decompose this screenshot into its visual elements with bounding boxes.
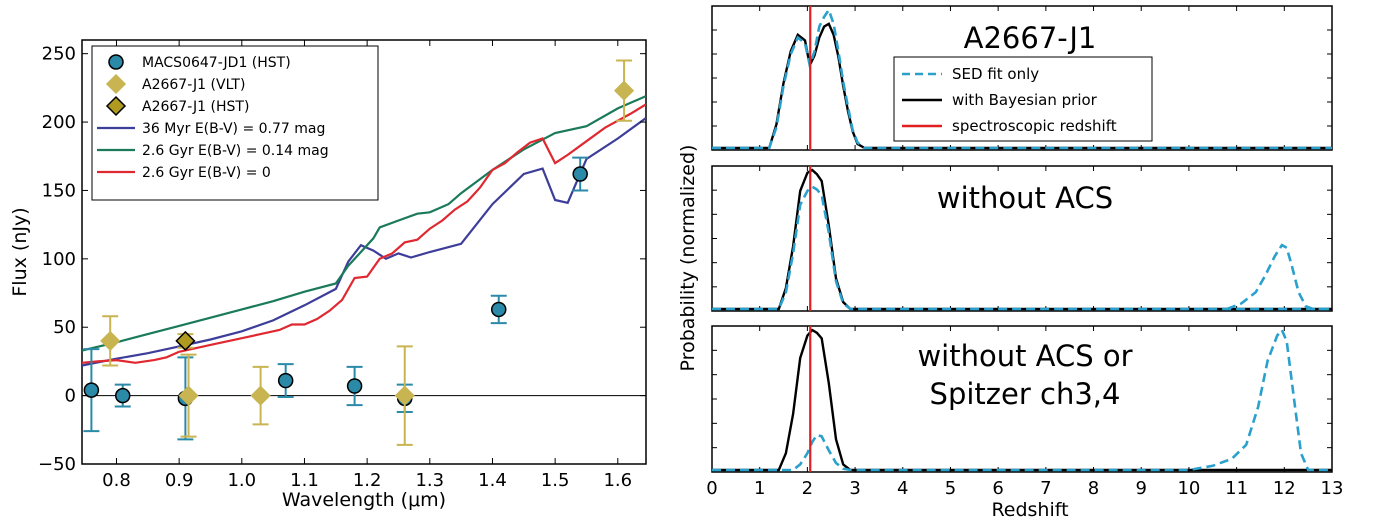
sed-x-tick-label: 1.6 <box>603 470 632 491</box>
panel-title: without ACS <box>937 181 1113 215</box>
sed-x-axis-label: Wavelength (μm) <box>282 489 446 511</box>
redshift-legend-label: with Bayesian prior <box>952 91 1098 109</box>
jd1-point <box>346 378 363 394</box>
redshift-panel-frame <box>711 165 1333 312</box>
redshift-y-axis-label: Probability (normalized) <box>677 145 699 372</box>
sed-y-tick-label: 200 <box>42 112 76 133</box>
redshift-panel-3: without ACS or Spitzer ch3,4 <box>711 325 1333 473</box>
sed-x-tick-label: 1.0 <box>227 470 256 491</box>
jd1-point <box>490 301 507 318</box>
redshift-legend-label: spectroscopic redshift <box>952 117 1117 135</box>
redshift-probability-chart: A2667-J1 without ACS without ACS or Spitzer… <box>677 5 1343 520</box>
sed-fit-curve <box>712 327 1332 472</box>
jd1-point <box>277 372 294 389</box>
sed-y-tick-label: −50 <box>38 454 76 475</box>
panel-title: A2667-J1 <box>964 21 1097 55</box>
sed-y-ticks: −50 0 50 100 150 200 250 <box>38 44 646 475</box>
legend-entry-label: 36 Myr E(B-V) = 0.77 mag <box>142 121 325 137</box>
redshift-x-ticks: 0 1 2 3 4 5 6 7 8 9 10 11 12 13 <box>706 478 1343 499</box>
redshift-tick-label: 10 <box>1177 478 1200 499</box>
jd1-point <box>83 382 100 398</box>
redshift-legend: SED fit only with Bayesian prior spectrosc… <box>893 56 1153 142</box>
jd1-point <box>572 166 588 182</box>
model-2p6gyr-ebv014-line <box>82 95 646 352</box>
legend-entry-label: A2667-J1 (HST) <box>142 99 249 115</box>
sed-y-axis-label: Flux (nJy) <box>9 207 31 296</box>
vlt-point <box>394 385 415 406</box>
redshift-tick-label: 0 <box>706 478 717 499</box>
vlt-point <box>250 385 271 406</box>
redshift-tick-label: 7 <box>1040 478 1051 499</box>
sed-x-tick-label: 1.2 <box>353 470 382 491</box>
redshift-tick-label: 2 <box>802 478 813 499</box>
sed-x-tick-label: 1.5 <box>541 470 570 491</box>
legend-entry-label: 2.6 Gyr E(B-V) = 0.14 mag <box>142 143 329 159</box>
sed-flux-chart: 0.8 0.9 1.0 1.1 1.2 1.3 1.4 1.5 1.6 −50 0 50 100 150… <box>9 39 647 511</box>
sed-y-tick-label: 250 <box>42 44 76 65</box>
sed-y-tick-label: 50 <box>53 317 76 338</box>
legend-entry-label: A2667-J1 (VLT) <box>142 77 245 93</box>
redshift-tick-label: 13 <box>1321 478 1344 499</box>
redshift-tick-label: 8 <box>1088 478 1099 499</box>
redshift-panel-2: without ACS <box>711 165 1333 312</box>
vlt-point <box>614 80 635 101</box>
vlt-point <box>100 330 121 351</box>
hst-point <box>175 330 196 351</box>
model-36myr-line <box>82 117 646 367</box>
sed-y-tick-label: 100 <box>42 249 76 270</box>
redshift-tick-label: 1 <box>754 478 765 499</box>
sed-x-tick-label: 1.4 <box>478 470 507 491</box>
sed-x-tick-label: 1.3 <box>415 470 444 491</box>
bayesian-prior-curve <box>712 328 1332 472</box>
sed-x-tick-label: 0.8 <box>102 470 131 491</box>
sed-x-tick-label: 0.9 <box>165 470 194 491</box>
redshift-tick-label: 5 <box>945 478 956 499</box>
sed-data-points <box>83 59 635 446</box>
redshift-tick-label: 12 <box>1273 478 1296 499</box>
sed-legend: MACS0647-JD1 (HST) A2667-J1 (VLT) A2667-J1… <box>91 45 379 201</box>
redshift-tick-label: 6 <box>992 478 1003 499</box>
sed-x-ticks: 0.8 0.9 1.0 1.1 1.2 1.3 1.4 1.5 1.6 <box>102 40 632 491</box>
sed-fit-curve <box>712 185 1332 311</box>
sed-y-tick-label: 0 <box>65 386 76 407</box>
redshift-tick-label: 4 <box>897 478 908 499</box>
legend-entry-label: MACS0647-JD1 (HST) <box>142 55 291 71</box>
redshift-legend-label: SED fit only <box>952 65 1039 83</box>
sed-fit-curve <box>712 7 1332 150</box>
sed-fit-curve <box>1226 243 1332 311</box>
jd1-point <box>114 387 131 404</box>
vlt-point <box>178 385 199 406</box>
redshift-tick-label: 11 <box>1225 478 1248 499</box>
sed-x-tick-label: 1.1 <box>290 470 319 491</box>
panel-title: without ACS or Spitzer ch3,4 <box>917 339 1132 411</box>
legend-hst-marker <box>105 95 127 117</box>
legend-vlt-marker <box>105 73 127 95</box>
sed-y-tick-label: 150 <box>42 180 76 201</box>
redshift-tick-label: 3 <box>849 478 860 499</box>
legend-jd1-marker <box>108 54 124 70</box>
legend-entry-label: 2.6 Gyr E(B-V) = 0 <box>142 165 271 181</box>
sed-legend-box <box>91 45 379 201</box>
redshift-x-axis-label: Redshift <box>991 499 1068 520</box>
redshift-tick-label: 9 <box>1136 478 1147 499</box>
